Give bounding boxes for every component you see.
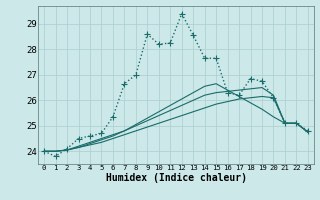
X-axis label: Humidex (Indice chaleur): Humidex (Indice chaleur) — [106, 173, 246, 183]
